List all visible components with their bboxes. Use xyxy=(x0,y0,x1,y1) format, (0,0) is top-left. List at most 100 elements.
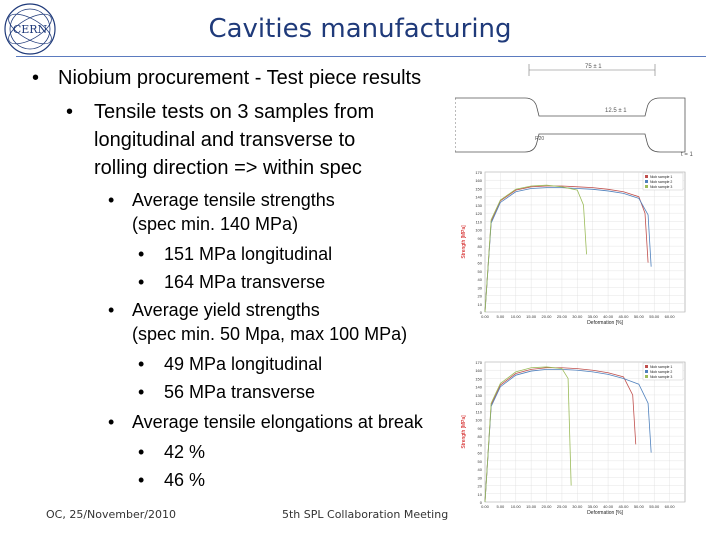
bullet-level-1: • Niobium procurement - Test piece result… xyxy=(32,66,422,90)
y-tick-label: 160 xyxy=(475,178,482,183)
bullet-level-3: (spec min. 50 Mpa, max 100 MPa) xyxy=(132,322,407,346)
bullet-text: Niobium procurement - Test piece results xyxy=(58,67,422,89)
legend-box xyxy=(642,362,684,381)
bullet-marker: • xyxy=(138,442,145,462)
x-tick-label: 0.00 xyxy=(481,504,490,509)
x-tick-label: 50.00 xyxy=(634,504,645,509)
bullet-level-4: • 56 MPa transverse xyxy=(138,380,316,404)
bullet-text: Average yield strengths xyxy=(132,300,320,320)
y-tick-label: 140 xyxy=(475,195,482,200)
y-tick-label: 10 xyxy=(478,302,483,307)
y-tick-label: 90 xyxy=(478,236,483,241)
bullet-text: (spec min. 50 Mpa, max 100 MPa) xyxy=(132,324,408,344)
y-tick-label: 0 xyxy=(480,310,483,315)
y-tick-label: 70 xyxy=(478,442,483,447)
x-tick-label: 40.00 xyxy=(603,504,614,509)
bullet-level-2: longitudinal and transverse to xyxy=(94,128,355,152)
footer-date: OC, 25/November/2010 xyxy=(46,508,176,521)
bullet-text: longitudinal and transverse to xyxy=(94,129,356,151)
bullet-marker: • xyxy=(32,67,40,89)
bullet-level-4: • 151 MPa longitudinal xyxy=(138,242,333,266)
x-tick-label: 15.00 xyxy=(526,314,537,319)
series-line-3 xyxy=(484,366,572,503)
dim-thickness-label: t = 1 xyxy=(681,152,694,158)
bullet-level-3: • Average yield strengths xyxy=(108,298,320,322)
series-line-1 xyxy=(484,367,637,503)
bullet-marker: • xyxy=(138,272,145,292)
bullet-marker: • xyxy=(138,354,145,374)
footer-event: 5th SPL Collaboration Meeting xyxy=(282,508,449,521)
y-tick-label: 130 xyxy=(475,203,482,208)
bullet-level-4: • 42 % xyxy=(138,440,206,464)
bullet-marker: • xyxy=(108,412,115,432)
series-line-2 xyxy=(484,369,652,503)
plot-frame xyxy=(484,361,686,503)
x-tick-label: 55.00 xyxy=(649,504,660,509)
y-tick-label: 150 xyxy=(475,186,482,191)
x-tick-label: 25.00 xyxy=(557,314,568,319)
y-tick-label: 140 xyxy=(475,385,482,390)
tensile-specimen-drawing: 75 ± 1 12.5 ± 1 R20 t = 1 xyxy=(455,64,694,158)
bullet-marker: • xyxy=(138,244,145,264)
legend-entry: Niob sample 2 xyxy=(650,370,672,374)
series-line-3 xyxy=(484,184,587,313)
y-tick-label: 80 xyxy=(478,434,483,439)
y-tick-label: 60 xyxy=(478,261,483,266)
y-tick-label: 100 xyxy=(475,228,482,233)
x-tick-label: 10.00 xyxy=(511,314,522,319)
cern-logo: CERN xyxy=(4,3,56,55)
x-tick-label: 30.00 xyxy=(572,314,583,319)
y-tick-label: 170 xyxy=(475,170,482,175)
y-tick-label: 90 xyxy=(478,426,483,431)
bullet-level-3: • Average tensile elongations at break xyxy=(108,410,423,434)
bullet-text: Average tensile strengths xyxy=(132,190,335,210)
legend-swatch xyxy=(645,180,648,183)
bullet-text: 42 % xyxy=(164,442,206,462)
bullet-text: 56 MPa transverse xyxy=(164,382,316,402)
y-tick-label: 20 xyxy=(478,484,483,489)
bullet-level-3: • Average tensile strengths xyxy=(108,188,335,212)
legend-swatch xyxy=(645,185,648,188)
dim-radius-label: R20 xyxy=(535,136,544,142)
bullet-text: Tensile tests on 3 samples from xyxy=(94,101,375,123)
legend-swatch xyxy=(645,375,648,378)
y-tick-label: 60 xyxy=(478,451,483,456)
chart-1: 0 10 20 30 40 50 60 70 80 90 100 110 120 130 140 150 160… xyxy=(461,170,686,326)
x-tick-label: 35.00 xyxy=(588,504,599,509)
y-tick-label: 30 xyxy=(478,475,483,480)
figures: 75 ± 1 12.5 ± 1 R20 t = 1 0 10 20 30 40 50 60 7… xyxy=(455,64,694,516)
x-tick-label: 0.00 xyxy=(481,314,490,319)
y-tick-label: 70 xyxy=(478,252,483,257)
x-tick-label: 20.00 xyxy=(542,314,553,319)
legend-entry: Niob sample 3 xyxy=(650,375,672,379)
x-tick-label: 40.00 xyxy=(603,314,614,319)
dim-length-label: 75 ± 1 xyxy=(585,64,602,70)
y-tick-label: 10 xyxy=(478,492,483,497)
y-tick-label: 100 xyxy=(475,418,482,423)
y-tick-label: 160 xyxy=(475,368,482,373)
series-line-2 xyxy=(484,187,652,313)
series-line-1 xyxy=(484,185,649,313)
y-tick-label: 0 xyxy=(480,500,483,505)
x-tick-label: 10.00 xyxy=(511,504,522,509)
y-axis-label: Strength [MPa] xyxy=(461,225,467,259)
legend-entry: Niob sample 1 xyxy=(650,365,672,369)
legend-swatch xyxy=(645,175,648,178)
x-tick-label: 60.00 xyxy=(665,314,676,319)
bullet-level-2: • Tensile tests on 3 samples from xyxy=(66,100,375,124)
x-tick-label: 60.00 xyxy=(665,504,676,509)
y-tick-label: 120 xyxy=(475,211,482,216)
bullet-marker: • xyxy=(138,382,145,402)
legend-box xyxy=(642,172,684,191)
bullet-text: 151 MPa longitudinal xyxy=(164,244,333,264)
x-tick-label: 15.00 xyxy=(526,504,537,509)
legend-entry: Niob sample 3 xyxy=(650,185,672,189)
bullet-marker: • xyxy=(108,300,115,320)
bullet-marker: • xyxy=(138,470,145,490)
x-tick-label: 45.00 xyxy=(618,314,629,319)
y-axis-label: Strength [MPa] xyxy=(461,415,467,449)
x-tick-label: 30.00 xyxy=(572,504,583,509)
dim-width-label: 12.5 ± 1 xyxy=(605,108,627,114)
y-tick-label: 110 xyxy=(476,409,483,414)
